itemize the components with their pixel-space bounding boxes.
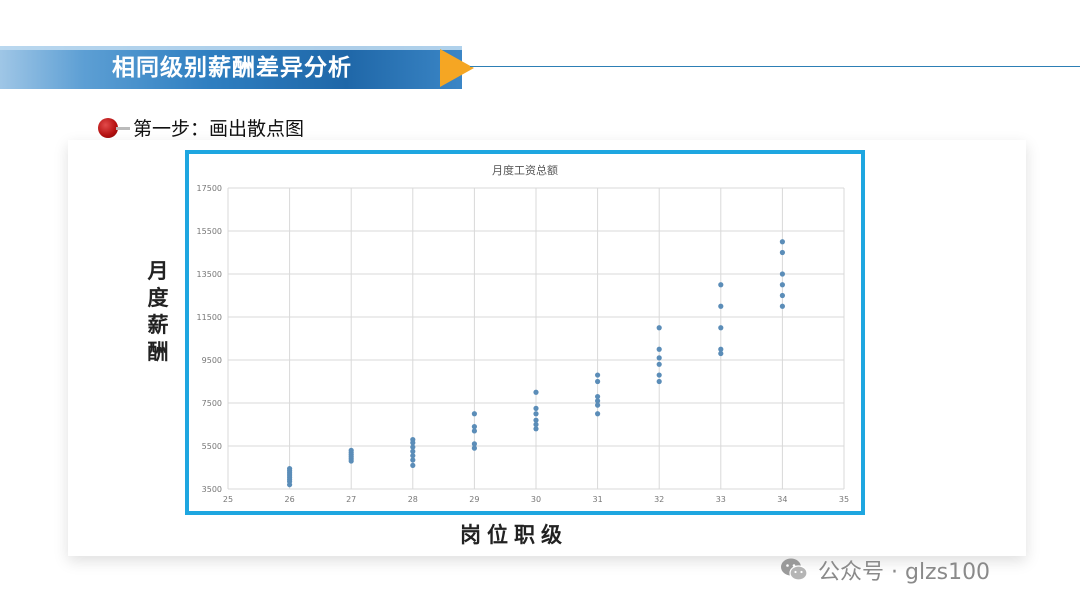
data-point xyxy=(471,424,477,430)
chart-frame: 3500 5500 7500 9500 11500 13500 15500 17500 25 26… xyxy=(185,150,865,515)
x-tick-label: 26 xyxy=(285,495,295,504)
x-tick-label: 33 xyxy=(716,495,726,504)
x-tick-label: 28 xyxy=(408,495,418,504)
data-point xyxy=(718,325,724,331)
title-divider xyxy=(470,66,1080,67)
data-point xyxy=(656,361,662,367)
bullet-icon xyxy=(98,118,118,138)
x-tick-label: 31 xyxy=(593,495,603,504)
x-tick-label: 29 xyxy=(469,495,479,504)
data-point xyxy=(718,282,724,288)
data-point xyxy=(779,303,786,309)
chart-points xyxy=(287,239,786,488)
data-point xyxy=(533,411,539,417)
y-tick-label: 9500 xyxy=(202,356,222,365)
data-point xyxy=(595,393,601,400)
data-point xyxy=(779,282,786,288)
data-point xyxy=(533,417,539,423)
data-point xyxy=(595,398,601,404)
y-axis-label: 月度薪酬 xyxy=(147,259,169,364)
y-tick-label: 3500 xyxy=(202,485,222,494)
data-point xyxy=(533,389,539,395)
x-tick-label: 32 xyxy=(654,495,664,504)
data-point xyxy=(779,249,786,256)
x-tick-label: 34 xyxy=(777,495,787,504)
title-banner xyxy=(0,46,462,89)
x-tick-label: 30 xyxy=(531,495,541,504)
data-point xyxy=(471,411,477,417)
x-tick-label: 35 xyxy=(839,495,849,504)
data-point xyxy=(410,436,416,443)
data-point xyxy=(471,428,477,434)
data-point xyxy=(595,378,601,385)
y-tick-label: 13500 xyxy=(197,270,222,279)
wechat-icon xyxy=(781,558,808,581)
data-point xyxy=(595,402,601,408)
data-point xyxy=(718,350,724,357)
data-point xyxy=(718,303,724,309)
y-tick-label: 17500 xyxy=(197,184,222,193)
data-point xyxy=(779,239,786,245)
data-point xyxy=(410,448,416,454)
data-point xyxy=(533,426,539,432)
data-point xyxy=(656,346,662,352)
y-tick-label: 7500 xyxy=(202,399,222,408)
y-tick-label: 11500 xyxy=(197,313,222,322)
data-point xyxy=(656,372,662,378)
data-point xyxy=(410,462,416,468)
step-label: 第一步：画出散点图 xyxy=(133,118,305,140)
data-point xyxy=(348,447,354,453)
data-point xyxy=(410,457,416,463)
chart-title: 月度工资总额 xyxy=(492,163,558,177)
data-point xyxy=(595,372,601,378)
y-tick-label: 5500 xyxy=(202,442,222,451)
bullet-tail xyxy=(116,127,130,130)
data-point xyxy=(779,292,786,299)
data-point xyxy=(656,355,662,361)
data-point xyxy=(471,441,477,447)
chart-grid xyxy=(227,187,845,490)
scatter-chart: 3500 5500 7500 9500 11500 13500 15500 17500 25 26… xyxy=(197,163,850,504)
y-tick-label: 15500 xyxy=(197,227,222,236)
data-point xyxy=(656,325,662,331)
data-point xyxy=(410,444,416,450)
x-tick-label: 25 xyxy=(223,495,233,504)
data-point xyxy=(471,445,477,451)
x-axis-label: 岗位职级 xyxy=(460,523,568,547)
chart-ticks: 3500 5500 7500 9500 11500 13500 15500 17500 25 26… xyxy=(197,184,850,504)
watermark-text: 公众号 · glzs100 xyxy=(818,560,991,585)
data-point xyxy=(533,405,539,411)
data-point xyxy=(656,378,662,385)
data-point xyxy=(718,346,724,352)
title-banner-highlight xyxy=(0,46,462,50)
arrow-icon xyxy=(440,49,474,87)
data-point xyxy=(533,421,539,428)
x-tick-label: 27 xyxy=(346,495,356,504)
data-point xyxy=(287,465,293,472)
data-point xyxy=(595,411,601,417)
data-point xyxy=(410,453,416,459)
page-title: 相同级别薪酬差异分析 xyxy=(112,55,352,81)
data-point xyxy=(779,271,786,277)
